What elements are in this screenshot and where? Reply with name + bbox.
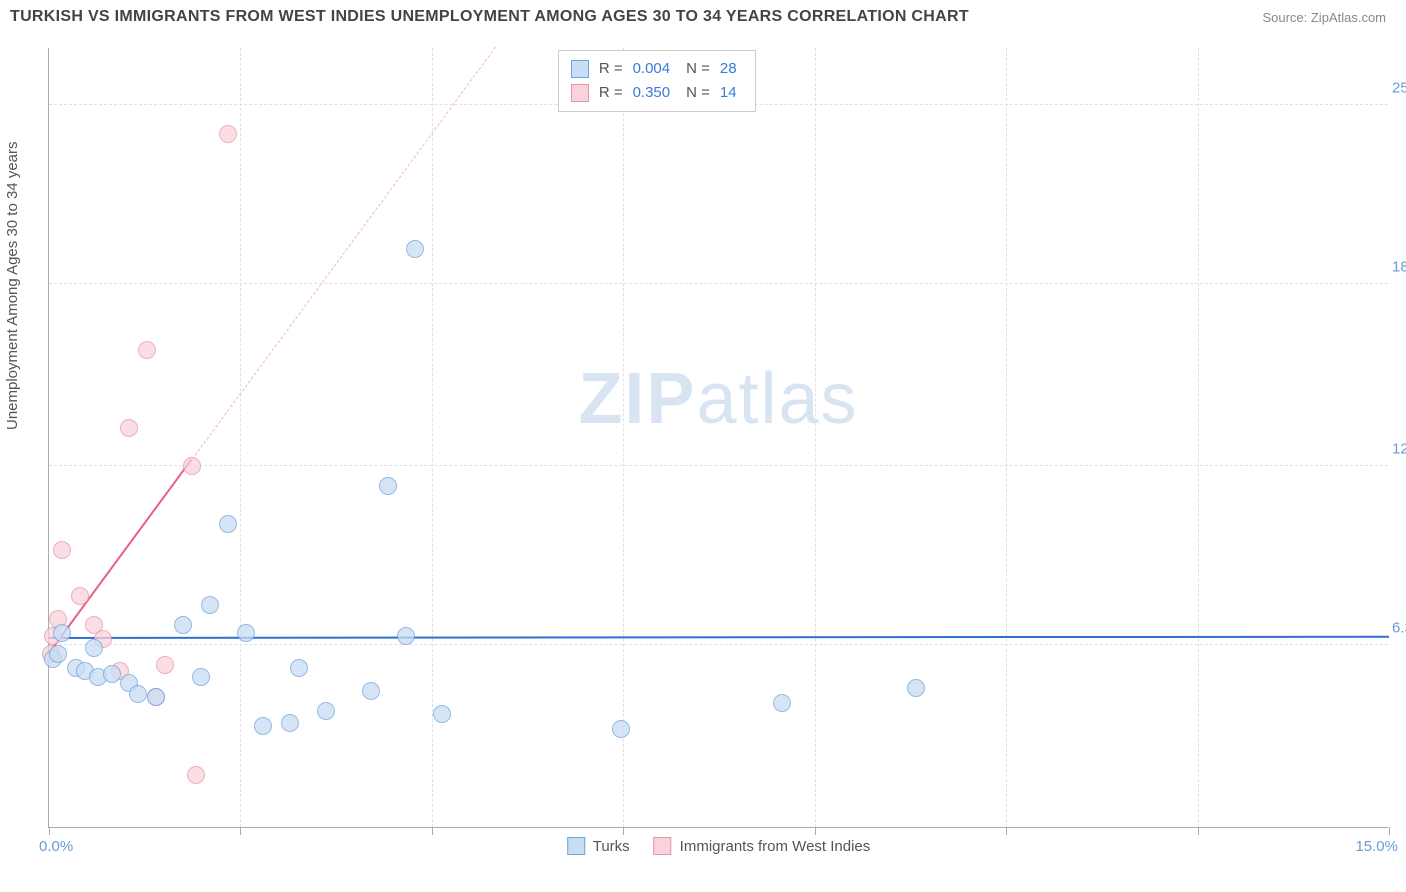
y-tick-label: 25.0%: [1392, 79, 1406, 96]
data-point: [49, 645, 67, 663]
scatter-chart: ZIPatlas 6.3%12.5%18.8%25.0%0.0%15.0%R =…: [48, 48, 1388, 828]
chart-header: TURKISH VS IMMIGRANTS FROM WEST INDIES U…: [0, 0, 1406, 30]
stats-box: R = 0.004 N = 28 R = 0.350 N = 14: [558, 50, 756, 112]
data-point: [773, 694, 791, 712]
x-tick: [815, 827, 816, 835]
data-point: [397, 627, 415, 645]
n-value: 14: [720, 81, 737, 105]
gridline-v: [240, 48, 241, 827]
y-axis-label: Unemployment Among Ages 30 to 34 years: [4, 141, 21, 430]
data-point: [237, 624, 255, 642]
legend-swatch: [567, 837, 585, 855]
legend-swatch: [571, 84, 589, 102]
x-tick: [49, 827, 50, 835]
data-point: [147, 688, 165, 706]
stats-row: R = 0.004 N = 28: [571, 57, 743, 81]
regression-line-dash: [192, 46, 497, 459]
x-max-label: 15.0%: [1355, 838, 1398, 855]
data-point: [907, 679, 925, 697]
n-label: N =: [686, 81, 710, 105]
x-tick: [623, 827, 624, 835]
data-point: [254, 717, 272, 735]
source-attribution: Source: ZipAtlas.com: [1262, 10, 1386, 25]
r-label: R =: [599, 57, 623, 81]
data-point: [129, 685, 147, 703]
legend-swatch: [654, 837, 672, 855]
watermark: ZIPatlas: [578, 358, 858, 440]
n-label: N =: [686, 57, 710, 81]
data-point: [120, 419, 138, 437]
data-point: [219, 125, 237, 143]
r-value: 0.350: [633, 81, 671, 105]
gridline-v: [623, 48, 624, 827]
y-tick-label: 18.8%: [1392, 258, 1406, 275]
y-tick-label: 12.5%: [1392, 440, 1406, 457]
legend-label: Turks: [593, 838, 630, 855]
data-point: [317, 702, 335, 720]
data-point: [201, 596, 219, 614]
r-label: R =: [599, 81, 623, 105]
chart-title: TURKISH VS IMMIGRANTS FROM WEST INDIES U…: [10, 8, 969, 26]
gridline-v: [815, 48, 816, 827]
data-point: [187, 766, 205, 784]
legend-swatch: [571, 60, 589, 78]
legend-label: Immigrants from West Indies: [680, 838, 871, 855]
stats-row: R = 0.350 N = 14: [571, 81, 743, 105]
legend-item: Turks: [567, 837, 630, 855]
data-point: [53, 624, 71, 642]
regression-line: [48, 458, 193, 653]
y-tick-label: 6.3%: [1392, 620, 1406, 637]
data-point: [138, 341, 156, 359]
data-point: [290, 659, 308, 677]
data-point: [53, 541, 71, 559]
data-point: [192, 668, 210, 686]
data-point: [219, 515, 237, 533]
legend: Turks Immigrants from West Indies: [567, 837, 871, 855]
data-point: [281, 714, 299, 732]
data-point: [71, 587, 89, 605]
n-value: 28: [720, 57, 737, 81]
x-tick: [1006, 827, 1007, 835]
data-point: [406, 240, 424, 258]
r-value: 0.004: [633, 57, 671, 81]
x-tick: [1389, 827, 1390, 835]
gridline-v: [1198, 48, 1199, 827]
data-point: [433, 705, 451, 723]
data-point: [362, 682, 380, 700]
data-point: [183, 457, 201, 475]
gridline-h: [49, 283, 1388, 284]
gridline-h: [49, 644, 1388, 645]
data-point: [174, 616, 192, 634]
x-tick: [240, 827, 241, 835]
x-tick: [1198, 827, 1199, 835]
gridline-v: [1006, 48, 1007, 827]
x-tick: [432, 827, 433, 835]
legend-item: Immigrants from West Indies: [654, 837, 871, 855]
x-min-label: 0.0%: [39, 838, 73, 855]
gridline-h: [49, 465, 1388, 466]
data-point: [379, 477, 397, 495]
data-point: [156, 656, 174, 674]
data-point: [612, 720, 630, 738]
data-point: [85, 639, 103, 657]
data-point: [103, 665, 121, 683]
